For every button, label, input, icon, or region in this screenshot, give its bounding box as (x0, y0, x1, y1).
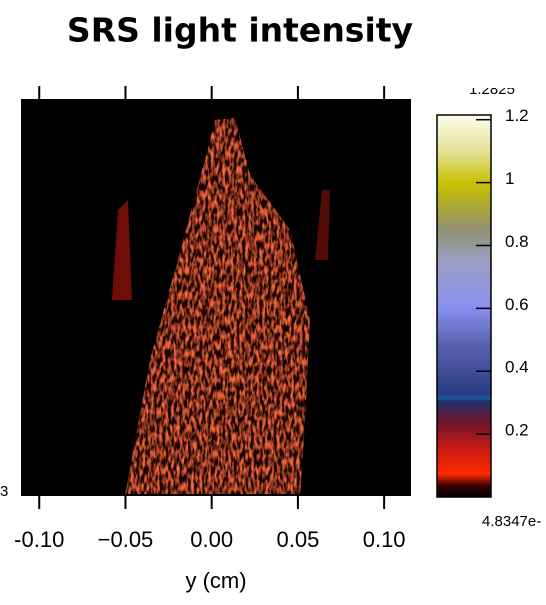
colorbar-tick-label: 0.4 (505, 358, 529, 377)
plot-frame (21, 99, 411, 496)
heatmap (22, 100, 410, 495)
colorbar-tick-label: 1 (505, 169, 514, 188)
x-tick-label: 0.05 (276, 527, 319, 552)
colorbar-tick-label: 0.8 (505, 232, 529, 251)
colorbar-tick-label: 0.6 (505, 295, 529, 314)
colorbar-tick-label: 0.2 (505, 421, 529, 440)
x-tick-label: 0.00 (190, 527, 233, 552)
colorbar-tick-label: 1.2 (505, 106, 529, 125)
colorbar (436, 114, 492, 498)
colorbar-min-label: 4.8347e- (482, 513, 541, 530)
x-axis-label: y (cm) (185, 568, 246, 593)
x-tick-label: −0.05 (98, 527, 154, 552)
left-edge-label: 3 (0, 483, 8, 500)
x-tick-label: 0.10 (363, 527, 406, 552)
colorbar-max-label: 1.2825 (469, 81, 515, 98)
chart-title: SRS light intensity (67, 11, 413, 50)
x-tick-label: -0.10 (14, 527, 64, 552)
